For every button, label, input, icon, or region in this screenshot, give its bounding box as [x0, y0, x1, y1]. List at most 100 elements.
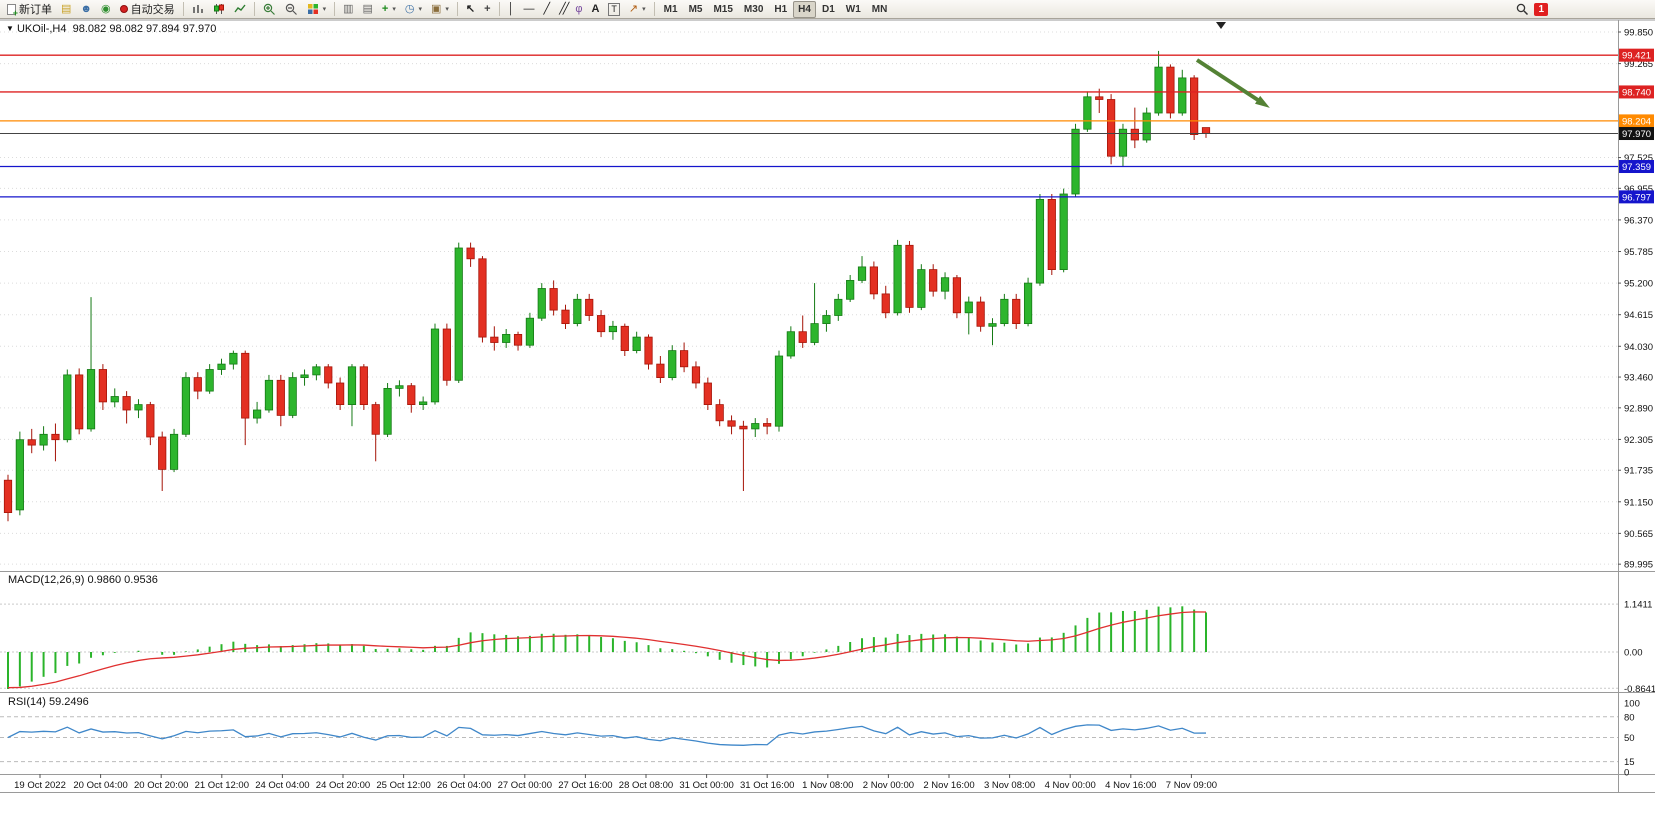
- time-axis-label: 19 Oct 2022: [14, 780, 66, 791]
- chart-shift-marker[interactable]: [1216, 22, 1226, 29]
- svg-text:96.797: 96.797: [1622, 192, 1651, 203]
- time-axis-label: 2 Nov 16:00: [923, 780, 974, 791]
- crosshair-icon: +: [484, 2, 491, 15]
- quote-values: 98.082 98.082 97.894 97.970: [72, 23, 217, 35]
- timeframe-m1-button[interactable]: M1: [659, 1, 683, 18]
- navigator-button[interactable]: ◉: [97, 1, 115, 18]
- svg-text:0: 0: [1624, 768, 1629, 779]
- price-badge: 97.970: [1619, 127, 1654, 140]
- cursor-tool-button[interactable]: ↖: [462, 1, 479, 18]
- arrange-windows-button[interactable]: ▥: [339, 1, 357, 18]
- indicators-button[interactable]: + ▾: [378, 1, 400, 18]
- crosshair-tool-button[interactable]: +: [480, 1, 494, 18]
- toolbar-separator: [182, 2, 184, 16]
- candlestick-mode-button[interactable]: [209, 1, 229, 18]
- search-button[interactable]: [1512, 1, 1533, 18]
- line-chart-icon: [234, 4, 246, 13]
- zoom-in-button[interactable]: [259, 1, 280, 18]
- collapse-triangle-icon[interactable]: ▼: [6, 24, 14, 33]
- svg-text:94.615: 94.615: [1624, 310, 1653, 321]
- bar-chart-icon: [192, 5, 203, 13]
- navigator-icon: ◉: [100, 2, 111, 15]
- autotrading-button[interactable]: 自动交易: [116, 1, 179, 18]
- text-tool-button[interactable]: A: [587, 1, 603, 18]
- svg-text:96.955: 96.955: [1624, 184, 1653, 195]
- svg-text:100: 100: [1624, 699, 1640, 710]
- svg-text:91.150: 91.150: [1624, 497, 1653, 508]
- clock-icon: ◷: [404, 2, 415, 15]
- chevron-down-icon: ▾: [392, 6, 396, 13]
- toolbar-separator: [456, 2, 458, 16]
- price-gridlines: [0, 31, 1618, 565]
- fibonacci-tool-button[interactable]: φ: [571, 1, 586, 18]
- price-badge: 98.204: [1619, 114, 1654, 128]
- templates-button[interactable]: ▣ ▾: [427, 1, 453, 18]
- text-tool-icon: A: [591, 2, 600, 15]
- time-axis-label: 27 Oct 00:00: [498, 780, 552, 791]
- svg-text:99.265: 99.265: [1624, 59, 1653, 70]
- svg-text:95.785: 95.785: [1624, 247, 1653, 258]
- notification-badge[interactable]: 1: [1534, 2, 1548, 16]
- time-axis-label: 27 Oct 16:00: [558, 780, 612, 791]
- vertical-line-tool-button[interactable]: │: [504, 1, 519, 18]
- bar-chart-mode-button[interactable]: [188, 1, 208, 18]
- time-axis-label: 24 Oct 04:00: [255, 780, 309, 791]
- timeframe-m15-button[interactable]: M15: [708, 1, 737, 18]
- indicators-icon: +: [381, 2, 389, 15]
- svg-text:0.00: 0.00: [1624, 648, 1643, 659]
- channel-tool-button[interactable]: ╱╱: [555, 1, 570, 18]
- time-axis-label: 28 Oct 08:00: [619, 780, 673, 791]
- arrange-windows-icon: ▥: [343, 2, 354, 15]
- rsi-label: RSI(14): [8, 696, 46, 708]
- autotrading-label: 自动交易: [130, 4, 175, 16]
- timeframe-m5-button[interactable]: M5: [684, 1, 708, 18]
- price-axis-labels: 99.850 99.265 97.525 96.955 96.370 95.785 95.2…: [1618, 28, 1655, 779]
- trend-arrow-annotation[interactable]: [1195, 58, 1270, 108]
- svg-text:80: 80: [1624, 712, 1635, 723]
- cursor-icon: ↖: [465, 2, 476, 15]
- svg-text:97.970: 97.970: [1622, 129, 1651, 140]
- toolbar-separator: [498, 2, 500, 16]
- timeframe-h4-button[interactable]: H4: [793, 0, 816, 18]
- timeframe-m30-button[interactable]: M30: [739, 1, 768, 18]
- tile-windows-button[interactable]: ▾: [303, 1, 331, 18]
- zoom-out-icon: [285, 3, 297, 15]
- toolbar-separator: [334, 2, 336, 16]
- text-label-tool-button[interactable]: T: [604, 1, 624, 18]
- cascade-windows-button[interactable]: ▤: [359, 1, 377, 18]
- zoom-out-button[interactable]: [281, 1, 302, 18]
- chevron-down-icon: ▾: [642, 6, 646, 13]
- horizontal-line-tool-button[interactable]: —: [519, 1, 538, 18]
- line-chart-mode-button[interactable]: [230, 1, 250, 18]
- chevron-down-icon: ▾: [418, 6, 422, 13]
- svg-text:89.995: 89.995: [1624, 560, 1653, 571]
- chart-window-button[interactable]: ▤: [57, 1, 75, 18]
- candlestick-icon: [213, 4, 224, 14]
- timeframe-w1-button[interactable]: W1: [841, 1, 866, 18]
- time-axis-label: 20 Oct 04:00: [73, 780, 127, 791]
- vertical-line-icon: │: [507, 2, 515, 15]
- trendline-tool-button[interactable]: ╱: [539, 1, 554, 18]
- template-icon: ▣: [431, 2, 442, 15]
- timeframe-mn-button[interactable]: MN: [867, 1, 893, 18]
- zoom-in-icon: [263, 3, 275, 15]
- svg-text:1.1411: 1.1411: [1624, 600, 1652, 611]
- macd-values: 0.9860 0.9536: [87, 574, 158, 586]
- svg-text:50: 50: [1624, 733, 1635, 744]
- price-badge: 96.797: [1619, 190, 1654, 204]
- chevron-down-icon: ▾: [445, 6, 449, 13]
- timeframe-h1-button[interactable]: H1: [769, 1, 792, 18]
- periods-button[interactable]: ◷ ▾: [401, 1, 426, 18]
- arrows-tool-button[interactable]: ↗ ▾: [625, 1, 650, 18]
- price-badge: 98.740: [1619, 85, 1654, 99]
- macd-panel-label: MACD(12,26,9) 0.9860 0.9536: [8, 574, 158, 586]
- text-label-icon: T: [608, 2, 620, 16]
- svg-text:95.200: 95.200: [1624, 279, 1653, 290]
- timeframe-d1-button[interactable]: D1: [817, 1, 840, 18]
- market-watch-button[interactable]: ☻: [76, 1, 96, 18]
- rsi-value: 59.2496: [48, 696, 89, 708]
- new-order-button[interactable]: 新订单: [3, 1, 56, 18]
- channel-icon: ╱╱: [559, 2, 569, 15]
- time-axis: 19 Oct 2022 20 Oct 04:00 20 Oct 20:00 21 Oc…: [14, 774, 1217, 791]
